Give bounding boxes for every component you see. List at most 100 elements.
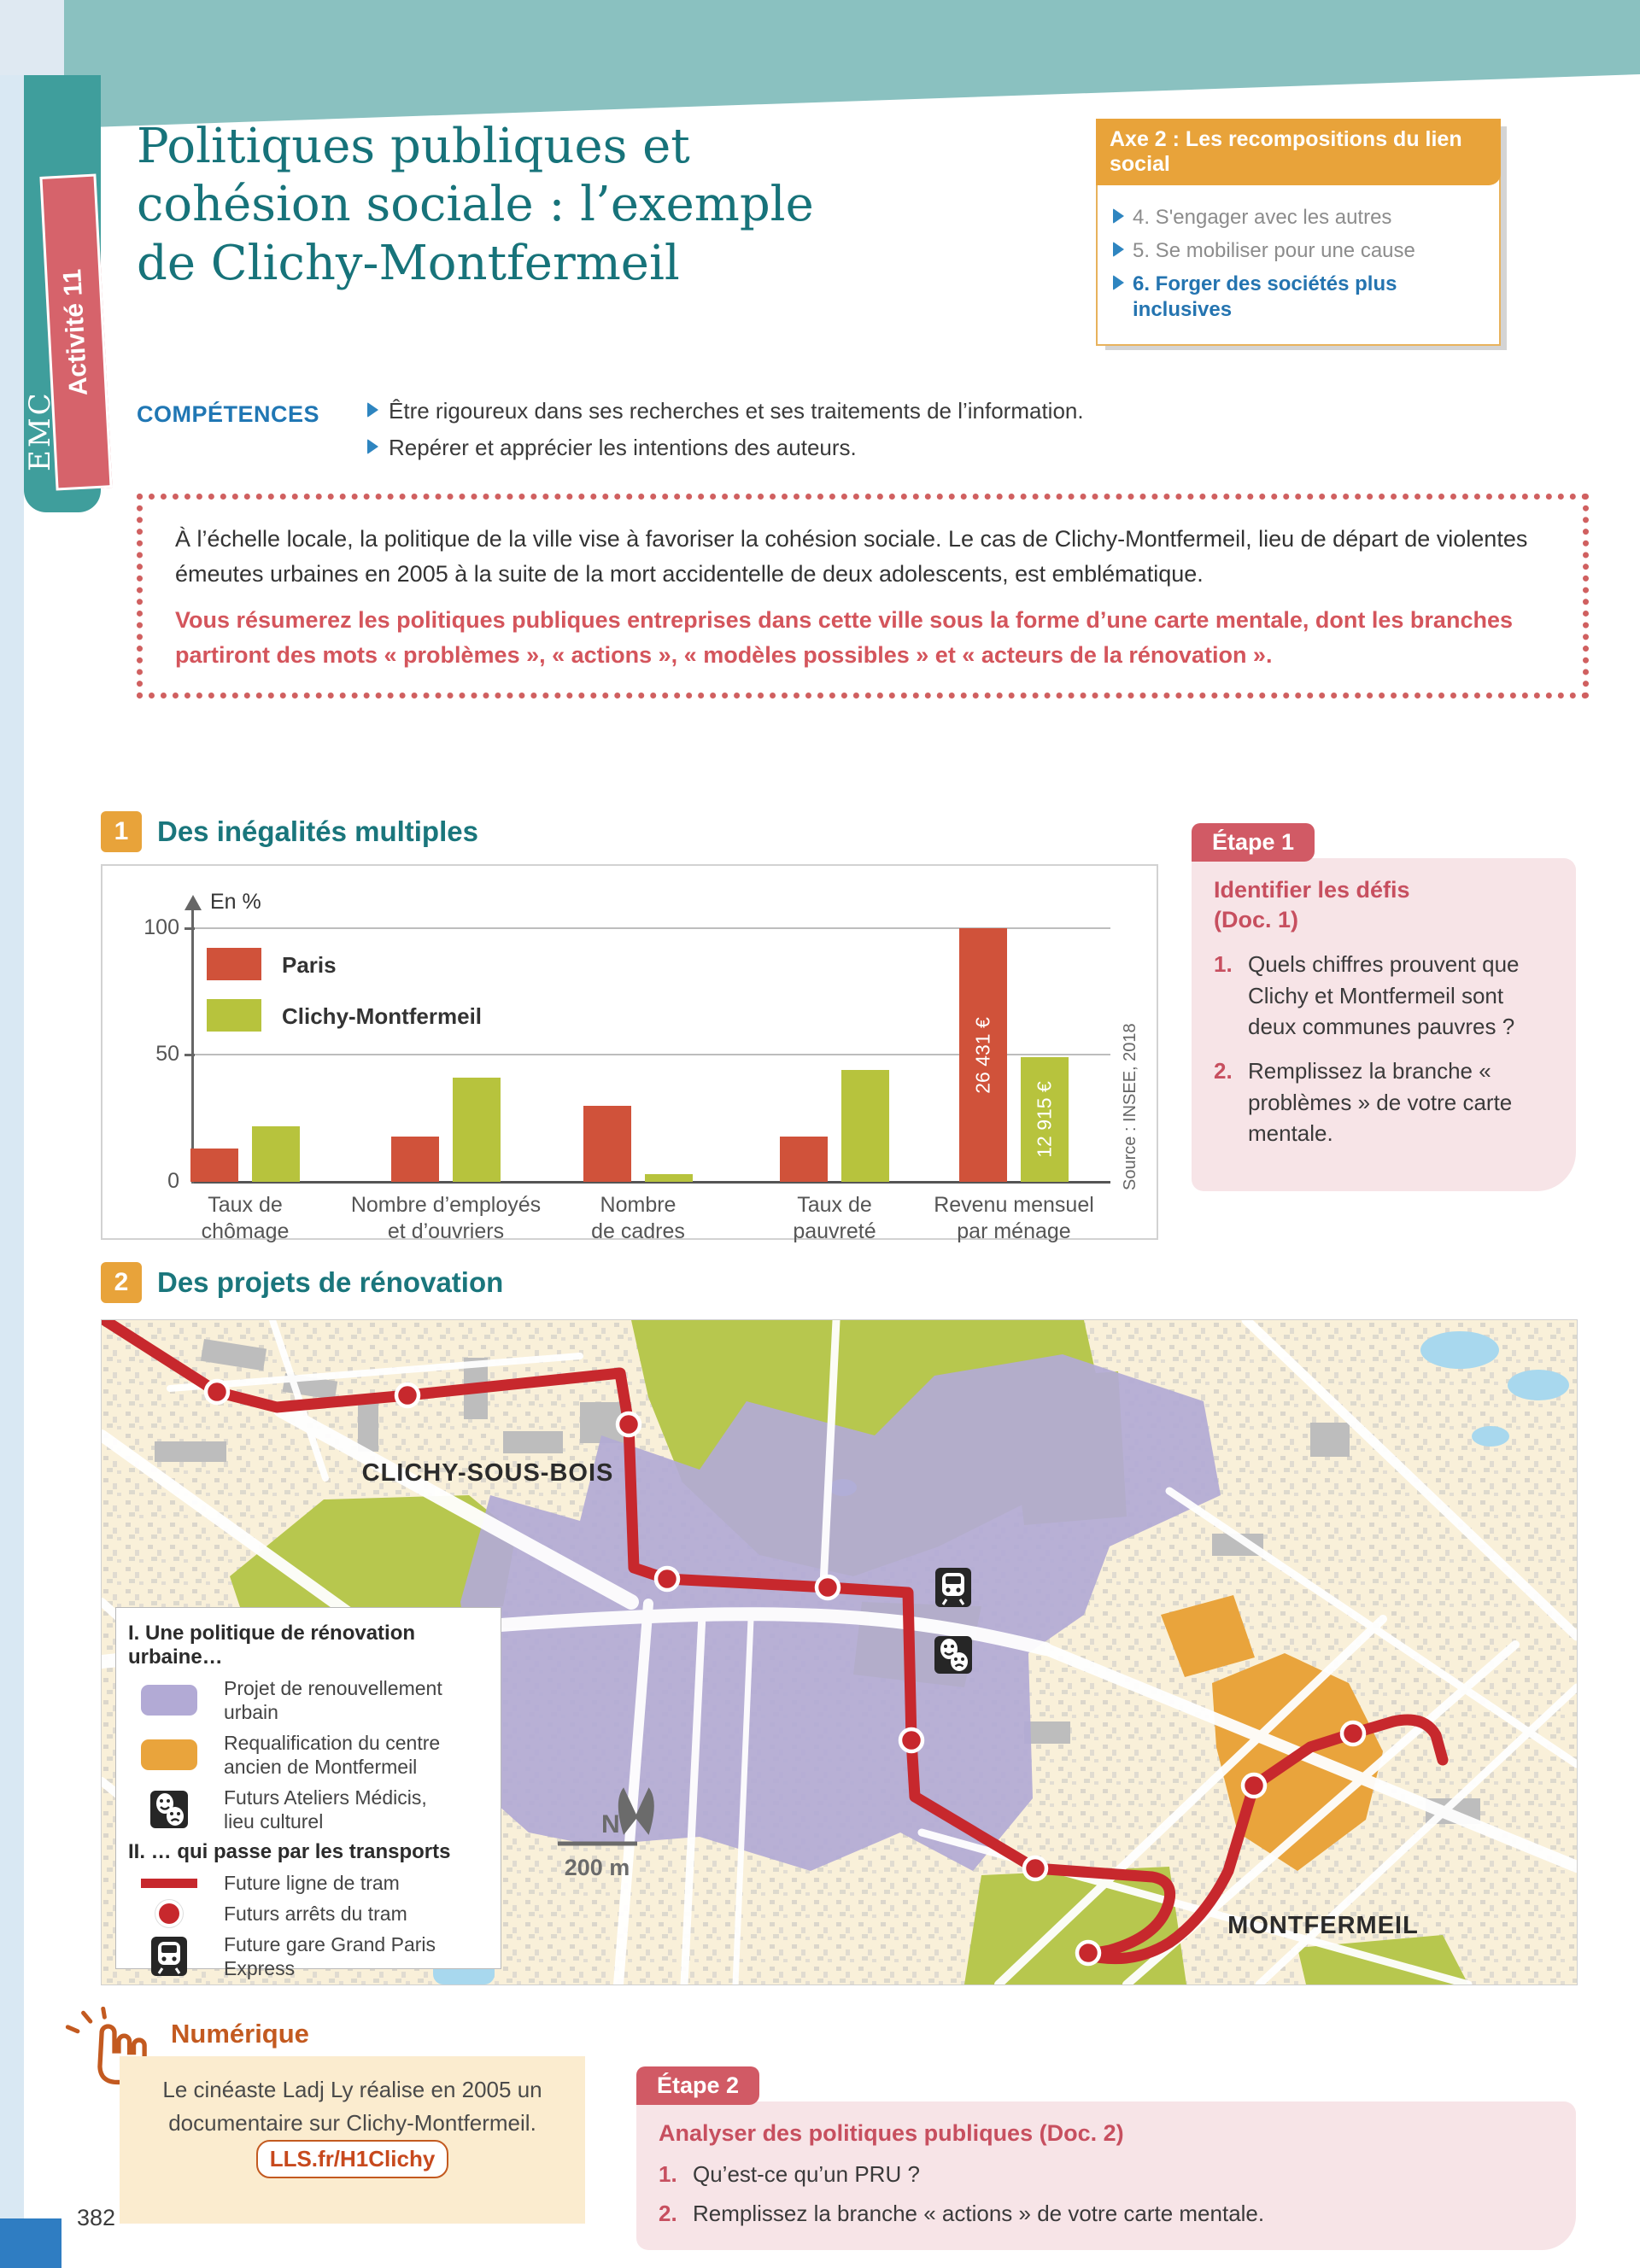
train-station-icon xyxy=(151,1937,187,1977)
svg-text:N: N xyxy=(601,1810,620,1838)
flag-bullet-icon xyxy=(367,439,378,454)
ytick-100: 100 xyxy=(144,915,179,939)
legend-label-paris: Paris xyxy=(282,952,337,978)
axe-item-6-active: 6. Forger des sociétés plus inclusives xyxy=(1113,272,1484,323)
numerique-text: Le cinéaste Ladj Ly réalise en 2005 un d… xyxy=(162,2077,542,2136)
page-corner-tab xyxy=(0,2218,62,2268)
etape2-question-2: 2. Remplissez la branche « actions » de … xyxy=(659,2201,1265,2227)
legend-section1-title: I. Une politique de rénovation urbaine… xyxy=(128,1622,416,1669)
svg-text:200 m: 200 m xyxy=(565,1855,630,1880)
bar-clichy-montfermeil-4: 12 915 € xyxy=(1021,1057,1069,1182)
bar-clichy-montfermeil-0 xyxy=(252,1125,300,1182)
bar-paris-1 xyxy=(391,1136,439,1182)
grand-paris-express-station-icon xyxy=(934,1566,973,1609)
doc2-title: Des projets de rénovation xyxy=(157,1266,504,1298)
category-label-4: Revenu mensuel par ménage xyxy=(934,1193,1094,1244)
etape1-title: Identifier les défis (Doc. 1) xyxy=(1214,877,1410,933)
purple-zone-swatch xyxy=(141,1685,197,1716)
renovation-map: CLICHY-SOUS-BOIS MONTFERMEIL N 200 m I. … xyxy=(91,1309,1583,1990)
bar-value-label: 12 915 € xyxy=(1033,1081,1056,1158)
y-axis-unit: En % xyxy=(210,890,261,914)
axe-box: Axe 2 : Les recompositions du lien socia… xyxy=(1096,119,1501,346)
ytick-0: 0 xyxy=(167,1169,179,1193)
legend-section2-title: II. … qui passe par les transports xyxy=(128,1840,451,1864)
category-label-3: Taux de pauvreté xyxy=(793,1193,876,1244)
competence-item: Repérer et apprécier les intentions des … xyxy=(367,435,1392,461)
intro-paragraph: À l’échelle locale, la politique de la v… xyxy=(175,526,1528,587)
inequality-bar-chart: En % 100 50 0 Paris Clichy-Montfermeil S… xyxy=(101,864,1158,1243)
legend-label-clichy: Clichy-Montfermeil xyxy=(282,1003,483,1029)
doc1-title: Des inégalités multiples xyxy=(157,815,478,847)
theater-masks-icon xyxy=(150,1791,188,1829)
intro-box: À l’échelle locale, la politique de la v… xyxy=(137,494,1589,699)
axe-item-4: 4. S'engager avec les autres xyxy=(1113,205,1484,231)
numerique-title: Numérique xyxy=(171,2019,309,2049)
map-legend: I. Une politique de rénovation urbaine… … xyxy=(115,1607,501,1979)
etape1-box: Identifier les défis (Doc. 1) 1. Quels c… xyxy=(1192,858,1576,1191)
triangle-bullet-icon xyxy=(1113,275,1124,290)
map-scale: 200 m xyxy=(558,1841,637,1880)
bar-clichy-montfermeil-1 xyxy=(453,1078,501,1182)
chart-plot: En % 100 50 0 Paris Clichy-Montfermeil S… xyxy=(102,866,1157,1243)
label-clichy-sous-bois: CLICHY-SOUS-BOIS xyxy=(362,1459,614,1487)
competences-label: COMPÉTENCES xyxy=(137,401,320,427)
axe-box-header: Axe 2 : Les recompositions du lien socia… xyxy=(1096,119,1501,185)
page-title: Politiques publiques et cohésion sociale… xyxy=(137,119,814,291)
page-number: 382 xyxy=(77,2205,116,2230)
competences-list: Être rigoureux dans ses recherches et se… xyxy=(367,398,1392,471)
triangle-bullet-icon xyxy=(1113,242,1124,257)
flag-bullet-icon xyxy=(367,402,378,418)
doc1-number-badge: 1 xyxy=(101,811,142,852)
left-margin-strip xyxy=(0,0,24,2268)
category-label-2: Nombre de cadres xyxy=(591,1193,685,1244)
legend-swatch-clichy xyxy=(207,999,261,1032)
category-label-1: Nombre d’employés et d’ouvriers xyxy=(350,1193,542,1244)
legend-item-requalification: Requalification du centre ancien de Mont… xyxy=(128,1731,489,1779)
activity-label: Activité 11 xyxy=(58,268,93,396)
legend-item-ateliers: Futurs Ateliers Médicis, lieu culturel xyxy=(128,1786,489,1833)
triangle-bullet-icon xyxy=(1113,208,1124,224)
numerique-box: Le cinéaste Ladj Ly réalise en 2005 un d… xyxy=(120,2056,585,2224)
intro-task: Vous résumerez les politiques publiques … xyxy=(175,607,1513,668)
etape1-tab: Étape 1 xyxy=(1192,823,1315,862)
etape2-question-1: 1. Qu’est-ce qu’un PRU ? xyxy=(659,2161,920,2188)
top-corner-block xyxy=(0,0,64,75)
label-montfermeil: MONTFERMEIL xyxy=(1227,1912,1419,1939)
gridline-50 xyxy=(191,1054,1110,1055)
bar-value-label: 26 431 € xyxy=(971,1016,994,1094)
gridline-100 xyxy=(191,927,1110,929)
chart-source: Source : INSEE, 2018 xyxy=(1121,1023,1139,1190)
etape1-question-2: 2. Remplissez la branche « problèmes » d… xyxy=(1214,1058,1513,1147)
category-label-0: Taux de chômage xyxy=(201,1193,290,1244)
tram-stops xyxy=(203,1378,1367,1967)
bar-paris-2 xyxy=(583,1105,631,1182)
y-axis xyxy=(191,910,194,1184)
y-axis-arrow-icon xyxy=(184,895,202,910)
legend-item-pru: Projet de renouvellement urbain xyxy=(128,1676,489,1724)
legend-item-gare: Future gare Grand Paris Express xyxy=(128,1932,489,1980)
tram-stop-swatch xyxy=(159,1903,179,1925)
ateliers-medicis-icon xyxy=(933,1634,974,1675)
competence-item: Être rigoureux dans ses recherches et se… xyxy=(367,398,1392,424)
bar-paris-3 xyxy=(780,1136,828,1182)
bar-clichy-montfermeil-3 xyxy=(841,1070,889,1182)
legend-item-tram-line: Future ligne de tram xyxy=(128,1871,489,1895)
bar-clichy-montfermeil-2 xyxy=(645,1174,693,1182)
legend-swatch-paris xyxy=(207,948,261,980)
etape2-box: Analyser des politiques publiques (Doc. … xyxy=(636,2101,1576,2250)
ytick-50: 50 xyxy=(155,1042,179,1066)
tram-line-swatch xyxy=(141,1878,197,1888)
etape2-tab: Étape 2 xyxy=(636,2066,760,2105)
x-axis xyxy=(191,1181,1110,1184)
doc2-number-badge: 2 xyxy=(101,1262,142,1303)
bar-paris-0 xyxy=(190,1149,238,1182)
axe-item-5: 5. Se mobiliser pour une cause xyxy=(1113,238,1484,264)
bar-paris-4: 26 431 € xyxy=(959,928,1007,1182)
legend-item-tram-stops: Futurs arrêts du tram xyxy=(128,1902,489,1926)
lls-link[interactable]: LLS.fr/H1Clichy xyxy=(255,2140,449,2178)
top-banner xyxy=(64,0,1640,128)
etape1-question-1: 1. Quels chiffres prouvent que Clichy et… xyxy=(1214,951,1520,1039)
etape2-title: Analyser des politiques publiques (Doc. … xyxy=(659,2120,1124,2146)
orange-zone-swatch xyxy=(141,1739,197,1771)
